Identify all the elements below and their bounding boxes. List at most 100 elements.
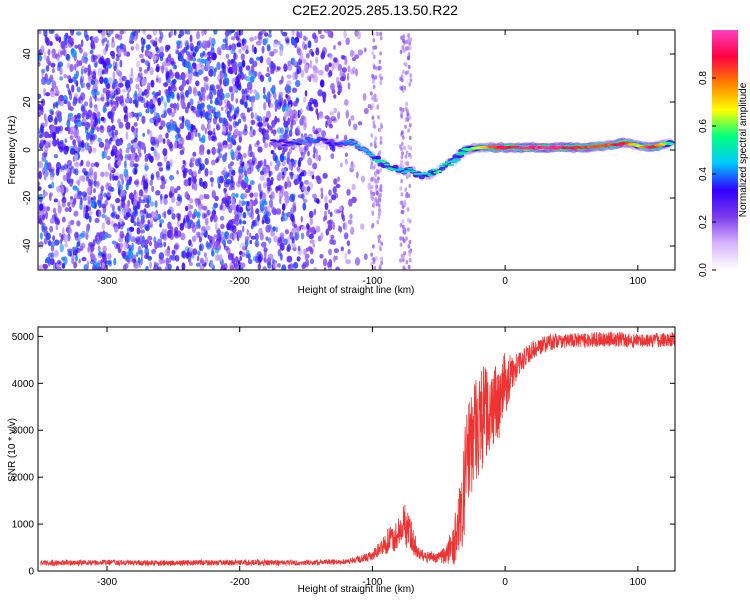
noise-speck (186, 30, 191, 35)
noise-speck (153, 236, 157, 243)
noise-speck (380, 260, 384, 265)
noise-speck (50, 241, 56, 247)
noise-speck (133, 163, 139, 168)
noise-speck (380, 256, 383, 261)
noise-speck (320, 192, 324, 199)
noise-speck (75, 254, 78, 262)
noise-speck (179, 55, 184, 62)
noise-speck (94, 217, 100, 224)
noise-speck (229, 265, 234, 270)
noise-speck (68, 78, 74, 84)
noise-speck (105, 138, 109, 143)
noise-speck (204, 256, 209, 264)
noise-speck (209, 84, 216, 91)
noise-speck (284, 134, 289, 140)
noise-speck (212, 116, 218, 125)
noise-speck (121, 178, 124, 185)
noise-speck (91, 89, 95, 96)
noise-speck (90, 259, 95, 265)
noise-speck (230, 58, 236, 63)
noise-speck (400, 110, 404, 115)
noise-speck (105, 216, 111, 225)
signal-blob (665, 142, 675, 146)
noise-speck (277, 249, 282, 257)
noise-speck (227, 30, 233, 36)
noise-speck (50, 62, 56, 68)
noise-speck (363, 253, 368, 260)
noise-speck (297, 159, 302, 168)
noise-speck (100, 96, 105, 102)
noise-speck (409, 154, 413, 160)
noise-speck (50, 174, 54, 181)
noise-speck (328, 259, 333, 268)
noise-speck (176, 40, 182, 46)
noise-speck (101, 70, 105, 75)
noise-speck (208, 235, 213, 241)
x-tick-label: 100 (629, 577, 646, 588)
noise-speck (285, 37, 290, 43)
noise-speck (199, 243, 205, 252)
noise-speck (337, 176, 340, 182)
signal-blob (348, 143, 355, 146)
noise-speck (199, 257, 204, 264)
noise-speck (131, 242, 134, 252)
noise-speck (96, 180, 100, 187)
noise-speck (247, 258, 253, 265)
noise-speck (195, 199, 198, 207)
noise-speck (125, 131, 129, 140)
noise-speck (291, 39, 297, 46)
noise-speck (124, 174, 129, 182)
noise-speck (313, 266, 318, 270)
noise-speck (192, 248, 198, 256)
noise-speck (207, 51, 212, 56)
noise-speck (371, 115, 375, 120)
noise-speck (47, 114, 54, 123)
noise-speck (374, 93, 377, 99)
noise-speck (255, 92, 260, 101)
noise-speck (138, 66, 143, 72)
noise-speck (210, 159, 216, 166)
noise-speck (400, 146, 403, 152)
noise-speck (245, 253, 249, 259)
noise-speck (134, 77, 140, 83)
noise-speck (352, 66, 356, 75)
noise-speck (38, 53, 41, 61)
noise-speck (301, 151, 305, 160)
noise-speck (335, 266, 340, 270)
noise-speck (307, 157, 313, 166)
noise-speck (337, 111, 341, 120)
noise-speck (216, 46, 222, 55)
noise-speck (334, 193, 339, 199)
noise-speck (122, 250, 127, 256)
noise-speck (202, 109, 206, 118)
noise-speck (228, 86, 233, 93)
noise-speck (38, 30, 42, 34)
noise-speck (53, 117, 58, 126)
noise-speck (290, 171, 294, 180)
noise-speck (208, 68, 214, 77)
noise-speck (281, 210, 285, 216)
noise-speck (83, 101, 89, 107)
noise-speck (378, 245, 382, 250)
noise-speck (76, 194, 82, 200)
noise-speck (294, 231, 300, 241)
noise-speck (92, 133, 97, 140)
noise-speck (62, 95, 68, 102)
noise-speck (284, 195, 290, 204)
noise-speck (214, 247, 220, 254)
y-tick-label: 0 (28, 567, 34, 578)
signal-blob (307, 137, 314, 140)
noise-speck (158, 51, 165, 58)
signal-blob (427, 174, 434, 177)
noise-speck (180, 98, 184, 106)
noise-speck (306, 223, 310, 230)
noise-speck (400, 155, 404, 160)
noise-speck (103, 77, 108, 84)
noise-speck (281, 203, 286, 211)
noise-speck (230, 134, 234, 144)
noise-speck (350, 49, 354, 58)
noise-speck (81, 65, 86, 71)
noise-speck (202, 205, 208, 211)
noise-speck (198, 69, 203, 76)
noise-speck (138, 189, 144, 197)
